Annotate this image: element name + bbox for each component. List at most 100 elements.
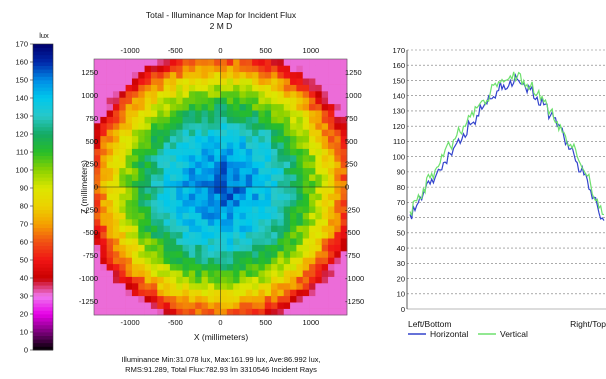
heatmap-cell [195, 59, 202, 66]
colorbar-band [33, 166, 53, 171]
heatmap-cell [201, 231, 209, 239]
heatmap-cell [296, 123, 304, 130]
heatmap-cell [226, 174, 234, 181]
heatmap-cell [340, 251, 348, 258]
heatmap-cell [277, 212, 285, 220]
heatmap-cell [119, 283, 126, 290]
heatmap-cell [201, 148, 209, 156]
heatmap-cell [125, 78, 133, 85]
heatmap-cell [169, 161, 177, 169]
heatmap-cell [94, 84, 101, 92]
heatmap-cell [220, 251, 228, 258]
heatmap-cell [309, 84, 316, 92]
heatmap-cell [195, 257, 202, 265]
heatmap-cell [309, 238, 316, 245]
heatmap-cell [220, 59, 228, 66]
heatmap-cell [239, 206, 247, 213]
heatmap-cell [119, 142, 126, 149]
heatmap-cell [131, 129, 139, 137]
heatmap-cell [315, 135, 322, 143]
heatmap-cell [214, 231, 221, 239]
heatmap-cell [214, 180, 221, 188]
heatmap-cell [264, 302, 272, 309]
heatmap-cell [321, 123, 329, 130]
heatmap-cell [309, 116, 316, 124]
heatmap-cell [239, 161, 247, 169]
heatmap-cell [321, 231, 329, 239]
heatmap-cell [214, 199, 221, 207]
heatmap-cell [144, 59, 152, 66]
heatmap-cell [176, 84, 183, 92]
heatmap-cell [302, 238, 310, 245]
heatmap-cell [239, 174, 247, 181]
heatmap-cell [207, 110, 215, 117]
heatmap-cell [138, 71, 145, 79]
heatmap-cell [144, 251, 152, 258]
heatmap-cell [302, 142, 310, 149]
heatmap-cell [296, 251, 304, 258]
heatmap-cell [328, 180, 335, 188]
heatmap-cell [182, 135, 190, 143]
heatmap-cell [302, 91, 310, 98]
heatmap-cell [188, 231, 196, 239]
heatmap-cell [119, 71, 126, 79]
heatmap-cell [226, 212, 234, 220]
heatmap-cell [296, 116, 304, 124]
heatmap-cell [226, 193, 234, 201]
heatmap-cell [302, 180, 310, 188]
heatmap-cell [201, 199, 209, 207]
heatmap-cell [207, 71, 215, 79]
heatmap-cell [144, 71, 152, 79]
heatmap-cell [252, 219, 259, 226]
heatmap-cell [125, 116, 133, 124]
heatmap-cell [195, 302, 202, 309]
heatmap-cell [201, 270, 209, 277]
heatmap-cell [131, 199, 139, 207]
heatmap-cell [150, 103, 158, 111]
heatmap-cell [100, 251, 107, 258]
heatmap-cell [144, 206, 152, 213]
heatmap-cell [245, 78, 253, 85]
heatmap-bottom-tick-label: 1000 [303, 318, 320, 327]
heatmap-cell [226, 65, 234, 73]
heatmap-cell [207, 123, 215, 130]
heatmap-cell [188, 110, 196, 117]
heatmap-cell [144, 270, 152, 277]
heatmap-cell [157, 97, 164, 105]
colorbar-band [33, 238, 53, 243]
heatmap-cell [315, 199, 322, 207]
colorbar-band [33, 267, 53, 272]
heatmap-cell [119, 263, 126, 271]
heatmap-cell [138, 308, 145, 316]
heatmap-cell [296, 231, 304, 239]
heatmap-cell [94, 206, 101, 213]
heatmap-cell [182, 78, 190, 85]
heatmap-cell [302, 244, 310, 252]
colorbar-band [33, 188, 53, 192]
colorbar-tick-label: 0 [24, 346, 28, 355]
heatmap-cell [157, 251, 164, 258]
heatmap-cell [214, 283, 221, 290]
heatmap-cell [233, 161, 240, 169]
heatmap-cell [112, 129, 120, 137]
heatmap-cell [157, 148, 164, 156]
heatmap-cell [112, 289, 120, 297]
heatmap-cell [252, 257, 259, 265]
heatmap-cell [201, 103, 209, 111]
heatmap-cell [277, 244, 285, 252]
heatmap-cell [112, 180, 120, 188]
heatmap-cell [106, 135, 114, 143]
heatmap-cell [328, 289, 335, 297]
heatmap-cell [150, 225, 158, 233]
heatmap-cell [131, 148, 139, 156]
heatmap-cell [315, 180, 322, 188]
colorbar-band [33, 62, 53, 66]
heatmap-cell [138, 283, 145, 290]
heatmap-cell [302, 270, 310, 277]
heatmap-cell [271, 212, 278, 220]
heatmap-cell [309, 283, 316, 290]
heatmap-cell [309, 78, 316, 85]
heatmap-cell [220, 193, 228, 201]
heatmap-cell [94, 129, 101, 137]
heatmap-cell [144, 276, 152, 284]
